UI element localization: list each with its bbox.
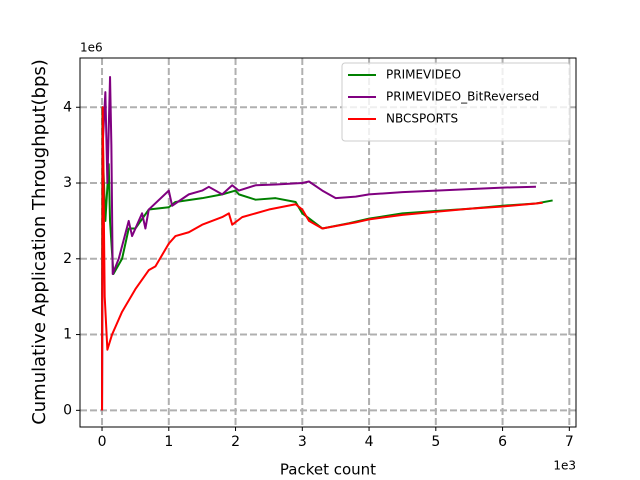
x-tick-label: 6 [498, 434, 507, 450]
ticks: 0 1 2 3 4 5 6 7 0 1 2 3 4 [63, 99, 574, 450]
y-offset-label: 1e6 [80, 41, 103, 55]
series-line [101, 75, 536, 411]
y-tick-label: 1 [63, 327, 72, 343]
y-tick-label: 3 [63, 175, 72, 191]
x-tick-label: 2 [231, 434, 240, 450]
y-tick-label: 0 [63, 402, 72, 418]
y-tick-label: 4 [63, 99, 72, 115]
series-line [101, 106, 543, 411]
x-axis-label: Packet count [280, 461, 376, 479]
y-tick-label: 2 [63, 251, 72, 267]
x-tick-label: 3 [298, 434, 307, 450]
series-line [101, 106, 553, 411]
legend-label: PRIMEVIDEO_BitReversed [386, 90, 539, 104]
x-offset-label: 1e3 [553, 459, 576, 473]
x-tick-label: 1 [164, 434, 173, 450]
x-tick-label: 0 [98, 434, 107, 450]
legend: PRIMEVIDEO PRIMEVIDEO_BitReversed NBCSPORT… [341, 62, 571, 142]
axes-frame [79, 57, 577, 428]
legend-label: NBCSPORTS [386, 112, 458, 126]
legend-label: PRIMEVIDEO [386, 68, 461, 82]
x-tick-label: 4 [365, 434, 374, 450]
grid [80, 58, 576, 427]
x-tick-label: 7 [565, 434, 574, 450]
y-axis-label: Cumulative Application Throughput(bps) [29, 59, 50, 425]
plot [101, 75, 553, 411]
legend-box [341, 62, 571, 142]
x-tick-label: 5 [431, 434, 440, 450]
